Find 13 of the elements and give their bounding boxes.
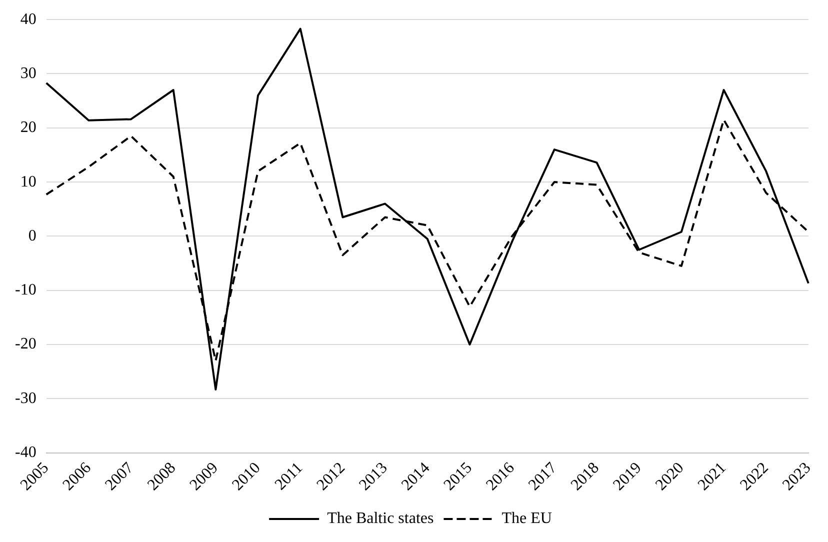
y-tick-label: -30 [15,390,36,407]
y-tick-label: -20 [15,336,36,353]
y-tick-label: 40 [20,10,36,28]
y-tick-label: 30 [20,64,36,82]
y-tick-label: 10 [20,173,36,190]
x-tick-label: 2021 [694,459,730,494]
legend-label: The Baltic states [327,510,434,528]
y-tick-label: -40 [15,444,36,461]
y-tick-label: 20 [20,119,36,136]
y-tick-label: 0 [28,227,36,244]
legend-label: The EU [502,510,552,528]
x-tick-label: 2011 [272,459,306,494]
y-tick-label: -10 [15,282,36,299]
